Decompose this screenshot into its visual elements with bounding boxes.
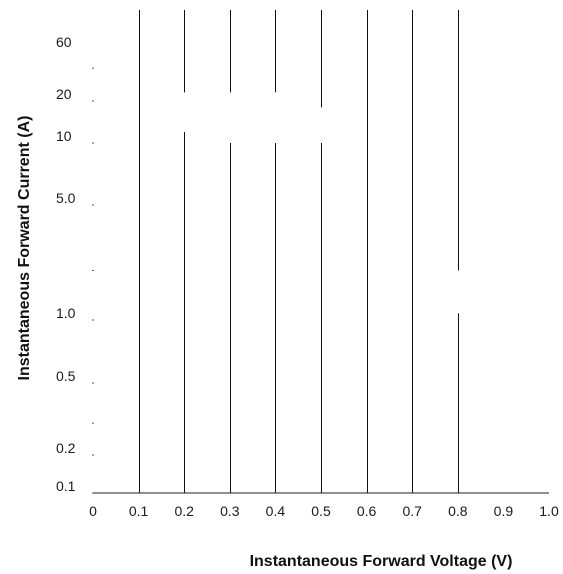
x-tick-label-0.5: 0.5: [311, 503, 331, 519]
y-tick-label-60: 60: [56, 34, 72, 50]
y-tick-label-20: 20: [56, 86, 72, 102]
x-tick-label-0.2: 0.2: [174, 503, 194, 519]
y-minor-ticks: [92, 67, 94, 494]
x-tick-label-0.7: 0.7: [402, 503, 422, 519]
y-tick-label-0.1: 0.1: [56, 478, 76, 494]
x-tick-label-0.3: 0.3: [220, 503, 240, 519]
x-tick-label-0.4: 0.4: [266, 503, 286, 519]
x-axis-title: Instantaneous Forward Voltage (V): [250, 553, 513, 570]
x-tick-label-0.6: 0.6: [357, 503, 377, 519]
x-tick-label-0: 0: [89, 503, 97, 519]
x-tick-label-0.9: 0.9: [494, 503, 514, 519]
y-tick-label-5.0: 5.0: [56, 190, 76, 206]
x-tick-label-1.0: 1.0: [539, 503, 559, 519]
x-tick-label-0.1: 0.1: [129, 503, 149, 519]
x-tick-label-0.8: 0.8: [448, 503, 468, 519]
y-tick-labels: 0.1 0.2 0.5 1.0 5.0 10 20 60: [56, 34, 76, 494]
y-tick-label-0.2: 0.2: [56, 440, 76, 456]
y-tick-label-0.5: 0.5: [56, 368, 76, 384]
y-tick-label-10: 10: [56, 128, 72, 144]
y-tick-label-1.0: 1.0: [56, 305, 76, 321]
y-axis-title: Instantaneous Forward Current (A): [16, 116, 33, 381]
x-tick-labels: 0 0.1 0.2 0.3 0.4 0.5 0.6 0.7 0.8 0.9 1.0: [89, 503, 559, 519]
gridlines: [139, 10, 459, 493]
